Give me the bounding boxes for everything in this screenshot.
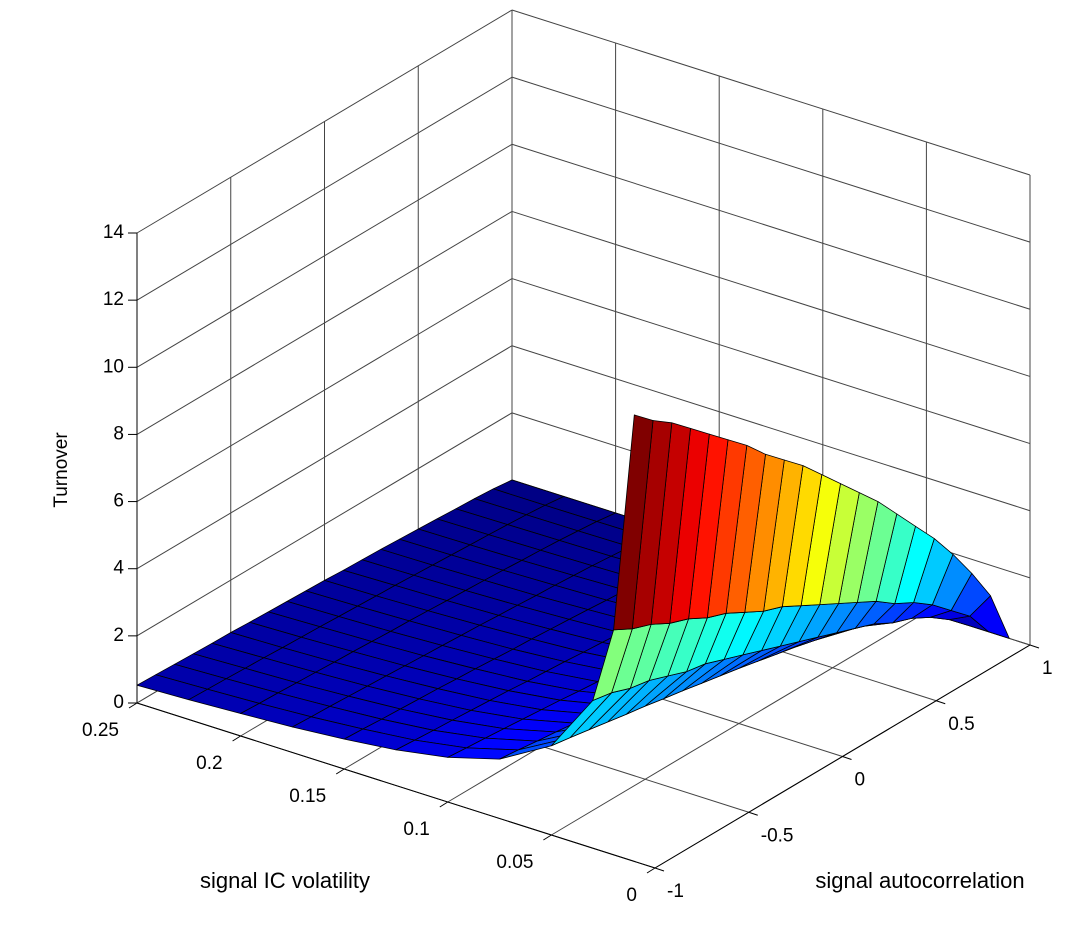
z-tick-label: 4: [113, 558, 124, 579]
z-tick-label: 0: [113, 692, 124, 713]
x-tick: [654, 867, 665, 872]
z-tick-label: 12: [103, 289, 124, 310]
z-tick-label: 8: [113, 423, 124, 444]
x-tick: [936, 700, 946, 705]
x-tick-label: 0: [855, 770, 866, 791]
y-axis-line: [136, 702, 656, 869]
z-tick-label: 14: [103, 222, 125, 243]
y-tick-label: 0.2: [196, 753, 222, 774]
y-tick: [439, 801, 449, 808]
x-tick: [842, 756, 852, 760]
x-tick-label: -1: [667, 881, 684, 902]
y-tick: [232, 735, 241, 742]
axes-group: 0 2 4 6 8 10 12 14 0 0.05 0.1 0.15 0.2 0.25 -1 -0.5 0 0.5…: [82, 222, 1053, 906]
y-tick: [128, 702, 138, 709]
x-tick-label: 1: [1042, 658, 1053, 679]
surface-group: [136, 414, 1010, 760]
z-tick-label: 2: [113, 625, 124, 646]
y-tick-label: 0.05: [496, 852, 533, 873]
y-tick: [543, 834, 552, 841]
grid-line: [551, 611, 927, 836]
z-axis-title: Turnover: [51, 432, 72, 508]
grid-line: [511, 345, 1031, 512]
y-axis-title: signal IC volatility: [200, 868, 370, 893]
grid-line: [511, 143, 1031, 310]
grid-line: [511, 9, 1031, 176]
y-tick-label: 0.1: [403, 819, 429, 840]
z-tick-label: 10: [103, 356, 124, 377]
y-tick: [646, 867, 656, 874]
surface-face: [613, 414, 654, 631]
x-tick: [748, 811, 758, 816]
y-tick: [335, 768, 345, 775]
y-tick-label: 0.15: [289, 786, 326, 807]
x-tick: [1029, 644, 1040, 649]
grid-line: [511, 210, 1031, 377]
x-tick-label: 0.5: [948, 714, 974, 735]
x-tick-label: -0.5: [761, 825, 794, 846]
x-axis-title: signal autocorrelation: [815, 868, 1024, 893]
z-tick-label: 6: [113, 491, 124, 512]
grid-line: [511, 278, 1031, 445]
y-tick-label: 0: [626, 885, 637, 906]
grid-line: [511, 76, 1031, 243]
y-tick-label: 0.25: [82, 720, 119, 741]
